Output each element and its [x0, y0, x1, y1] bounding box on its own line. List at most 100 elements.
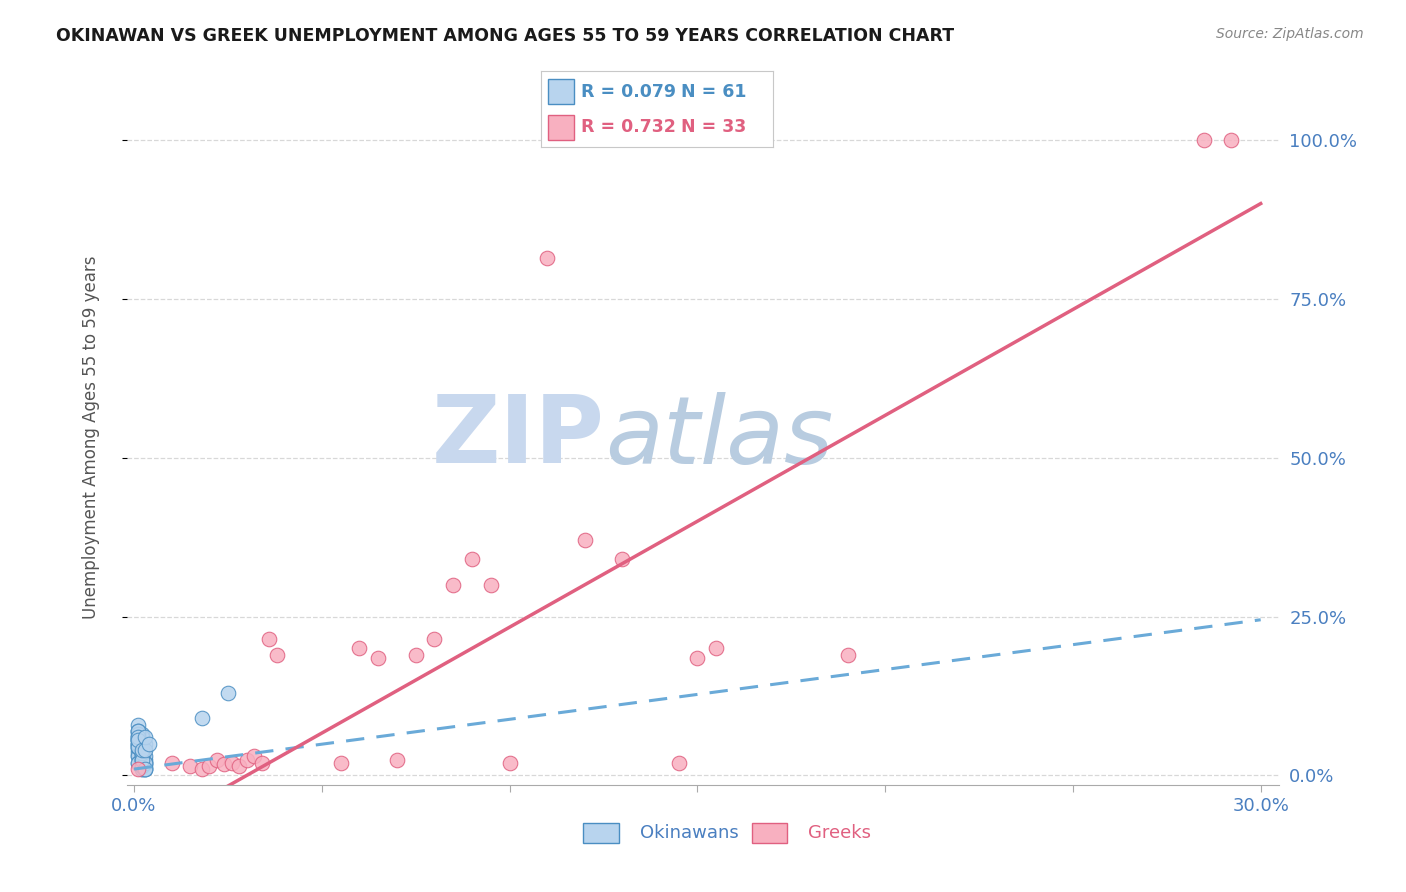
Point [127, 737, 149, 751]
Point [134, 743, 156, 757]
Point [127, 762, 149, 776]
Text: R = 0.732: R = 0.732 [581, 119, 676, 136]
Y-axis label: Unemployment Among Ages 55 to 59 years: Unemployment Among Ages 55 to 59 years [82, 255, 100, 619]
Text: Okinawans: Okinawans [640, 824, 738, 842]
Point [1219, 133, 1241, 147]
Point [250, 756, 273, 770]
Point [127, 749, 149, 764]
Point [127, 743, 149, 757]
Point [127, 723, 149, 738]
Point [134, 759, 156, 773]
Point [134, 762, 156, 776]
FancyBboxPatch shape [548, 79, 574, 104]
Point [131, 756, 153, 770]
Point [243, 749, 266, 764]
Point [131, 753, 153, 767]
Point [423, 632, 446, 646]
Text: N = 33: N = 33 [681, 119, 745, 136]
Point [131, 739, 153, 754]
Point [1194, 133, 1216, 147]
Point [479, 578, 502, 592]
Text: R = 0.079: R = 0.079 [581, 83, 676, 101]
Point [612, 552, 634, 566]
Point [134, 756, 156, 770]
Text: N = 61: N = 61 [681, 83, 747, 101]
Point [668, 756, 690, 770]
Point [131, 753, 153, 767]
Point [131, 743, 153, 757]
Point [127, 739, 149, 754]
Point [574, 533, 596, 548]
Point [266, 648, 288, 662]
Point [127, 739, 149, 754]
Point [131, 762, 153, 776]
Point [198, 759, 221, 773]
Point [131, 759, 153, 773]
Point [138, 737, 160, 751]
Point [134, 753, 156, 767]
Point [205, 753, 228, 767]
Point [405, 648, 427, 662]
Text: atlas: atlas [605, 392, 834, 483]
Point [131, 731, 153, 745]
Point [127, 733, 149, 747]
Point [837, 648, 859, 662]
Point [127, 733, 149, 747]
Point [131, 746, 153, 760]
Point [686, 651, 709, 665]
Point [134, 762, 156, 776]
Point [131, 727, 153, 741]
Point [134, 737, 156, 751]
Point [127, 717, 149, 731]
Text: Greeks: Greeks [808, 824, 872, 842]
Point [131, 743, 153, 757]
Point [704, 641, 727, 656]
Point [134, 762, 156, 776]
Point [134, 731, 156, 745]
Point [134, 756, 156, 770]
Point [131, 762, 153, 776]
Point [127, 756, 149, 770]
Point [385, 753, 408, 767]
Point [131, 759, 153, 773]
Point [127, 733, 149, 747]
Point [127, 723, 149, 738]
Point [131, 749, 153, 764]
Point [349, 641, 371, 656]
Point [329, 756, 352, 770]
Point [127, 733, 149, 747]
Point [131, 759, 153, 773]
FancyBboxPatch shape [548, 114, 574, 140]
Point [127, 731, 149, 745]
Point [131, 753, 153, 767]
Point [127, 749, 149, 764]
Point [131, 746, 153, 760]
Point [257, 632, 280, 646]
Point [131, 746, 153, 760]
Point [221, 756, 243, 770]
Point [190, 711, 212, 725]
Point [228, 759, 250, 773]
Point [461, 552, 484, 566]
Text: Source: ZipAtlas.com: Source: ZipAtlas.com [1216, 27, 1364, 41]
Point [131, 749, 153, 764]
Point [498, 756, 520, 770]
Text: OKINAWAN VS GREEK UNEMPLOYMENT AMONG AGES 55 TO 59 YEARS CORRELATION CHART: OKINAWAN VS GREEK UNEMPLOYMENT AMONG AGE… [56, 27, 955, 45]
Point [235, 753, 257, 767]
Point [131, 743, 153, 757]
Point [127, 737, 149, 751]
Point [127, 731, 149, 745]
Point [190, 762, 212, 776]
Point [536, 251, 558, 265]
Point [127, 756, 149, 770]
Point [127, 727, 149, 741]
Point [179, 759, 201, 773]
Point [217, 686, 239, 700]
Point [127, 746, 149, 760]
Point [367, 651, 389, 665]
Point [127, 731, 149, 745]
Point [131, 743, 153, 757]
Point [127, 739, 149, 754]
Point [127, 737, 149, 751]
Point [134, 756, 156, 770]
